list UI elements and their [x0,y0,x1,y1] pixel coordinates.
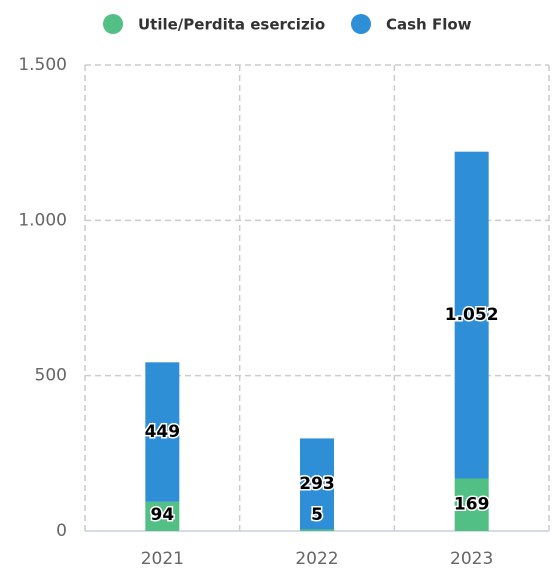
legend-label: Cash Flow [386,16,472,34]
value-label: 449 [145,422,181,442]
y-tick-label: 0 [56,521,67,541]
bar-segment [300,529,334,531]
x-tick-label: 2021 [141,549,184,569]
y-tick-label: 1.000 [18,210,67,230]
x-tick-label: 2023 [450,549,493,569]
bar-segment [300,438,334,530]
value-label: 1.052 [445,305,499,325]
x-tick-label: 2022 [295,549,338,569]
bar-segment [145,362,180,502]
value-label: 5 [311,505,323,525]
y-tick-label: 500 [35,366,67,386]
bar-segment [454,478,489,531]
bar-segment [145,501,180,531]
value-label: 293 [299,474,335,494]
y-tick-label: 1.500 [18,55,67,75]
value-label: 169 [454,495,490,515]
value-label: 94 [150,505,174,525]
legend-label: Utile/Perdita esercizio [138,16,325,34]
bar-segment [454,151,489,479]
legend-swatch [103,14,123,34]
legend-swatch [351,14,371,34]
